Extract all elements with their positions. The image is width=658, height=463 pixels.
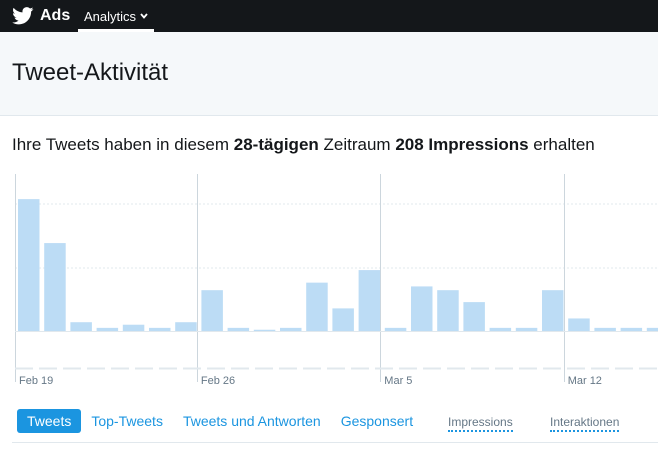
summary-impressions: 208 Impressions <box>395 135 529 154</box>
chart-bar <box>96 327 119 331</box>
chart-bar <box>201 290 223 331</box>
chart-bar <box>620 327 643 331</box>
chart-bar <box>149 327 171 331</box>
chart-bar <box>332 308 354 331</box>
tweet-filter-tabs: Tweets Top-Tweets Tweets und Antworten G… <box>17 409 423 433</box>
summary-period: 28-tägigen <box>233 135 319 154</box>
page-title: Tweet-Aktivität <box>12 59 169 86</box>
x-tick-label: Feb 19 <box>19 375 53 387</box>
chart-bar <box>306 282 328 331</box>
chart-bar <box>358 270 381 331</box>
impressions-chart: Feb 19 Feb 26 Mar 5 Mar 12 <box>0 170 658 390</box>
interactions-toggle-label: Interaktionen <box>550 415 620 429</box>
impressions-summary: Ihre Tweets haben in diesem 28-tägigen Z… <box>12 135 595 155</box>
chart-bar <box>463 302 485 331</box>
chart-bar <box>18 199 40 331</box>
chart-bar <box>175 322 197 331</box>
chart-bar <box>489 327 512 331</box>
analytics-menu-label: Analytics <box>83 8 137 24</box>
impressions-bar-chart: Feb 19 Feb 26 Mar 5 Mar 12 <box>15 174 658 387</box>
chart-bar <box>253 329 276 331</box>
interactions-dotted-underline <box>550 430 620 432</box>
chart-bar <box>594 327 616 331</box>
chart-bar <box>44 243 66 331</box>
impressions-dotted-underline <box>448 430 513 432</box>
tabs-divider <box>12 442 658 443</box>
tab-top-tweets[interactable]: Top-Tweets <box>91 413 163 429</box>
top-bar: Ads Analytics <box>0 0 658 32</box>
impressions-toggle[interactable]: Impressions <box>448 415 513 432</box>
chart-bar <box>437 290 459 331</box>
impressions-toggle-label: Impressions <box>448 415 513 429</box>
chart-bar <box>280 327 302 331</box>
chart-bar <box>122 324 145 331</box>
tab-tweets-and-replies[interactable]: Tweets und Antworten <box>182 413 321 429</box>
chart-bar <box>515 327 538 331</box>
chart-bar <box>542 290 564 331</box>
analytics-menu[interactable]: Analytics <box>78 0 154 32</box>
chart-bar <box>227 327 250 331</box>
chart-bar <box>70 322 92 331</box>
active-nav-indicator <box>78 29 154 32</box>
brand-label: Ads <box>40 7 71 24</box>
tab-promoted[interactable]: Gesponsert <box>340 413 414 429</box>
x-tick-label: Mar 5 <box>384 375 412 387</box>
x-tick-label: Mar 12 <box>568 375 602 387</box>
summary-suffix: erhalten <box>528 135 595 154</box>
ads-home-link[interactable]: Ads <box>12 0 70 32</box>
chart-bar <box>411 286 433 331</box>
page-header: Tweet-Aktivität <box>0 32 658 116</box>
x-tick-label: Feb 26 <box>201 375 235 387</box>
tab-tweets[interactable]: Tweets <box>17 409 82 433</box>
chart-bar <box>568 318 590 331</box>
chart-bar <box>384 327 407 331</box>
summary-middle: Zeitraum <box>318 135 396 154</box>
interactions-toggle[interactable]: Interaktionen <box>550 415 620 432</box>
chart-bar <box>646 327 658 331</box>
summary-prefix: Ihre Tweets haben in diesem <box>12 135 234 154</box>
twitter-bird-icon <box>12 7 34 25</box>
chevron-down-icon <box>140 13 148 19</box>
